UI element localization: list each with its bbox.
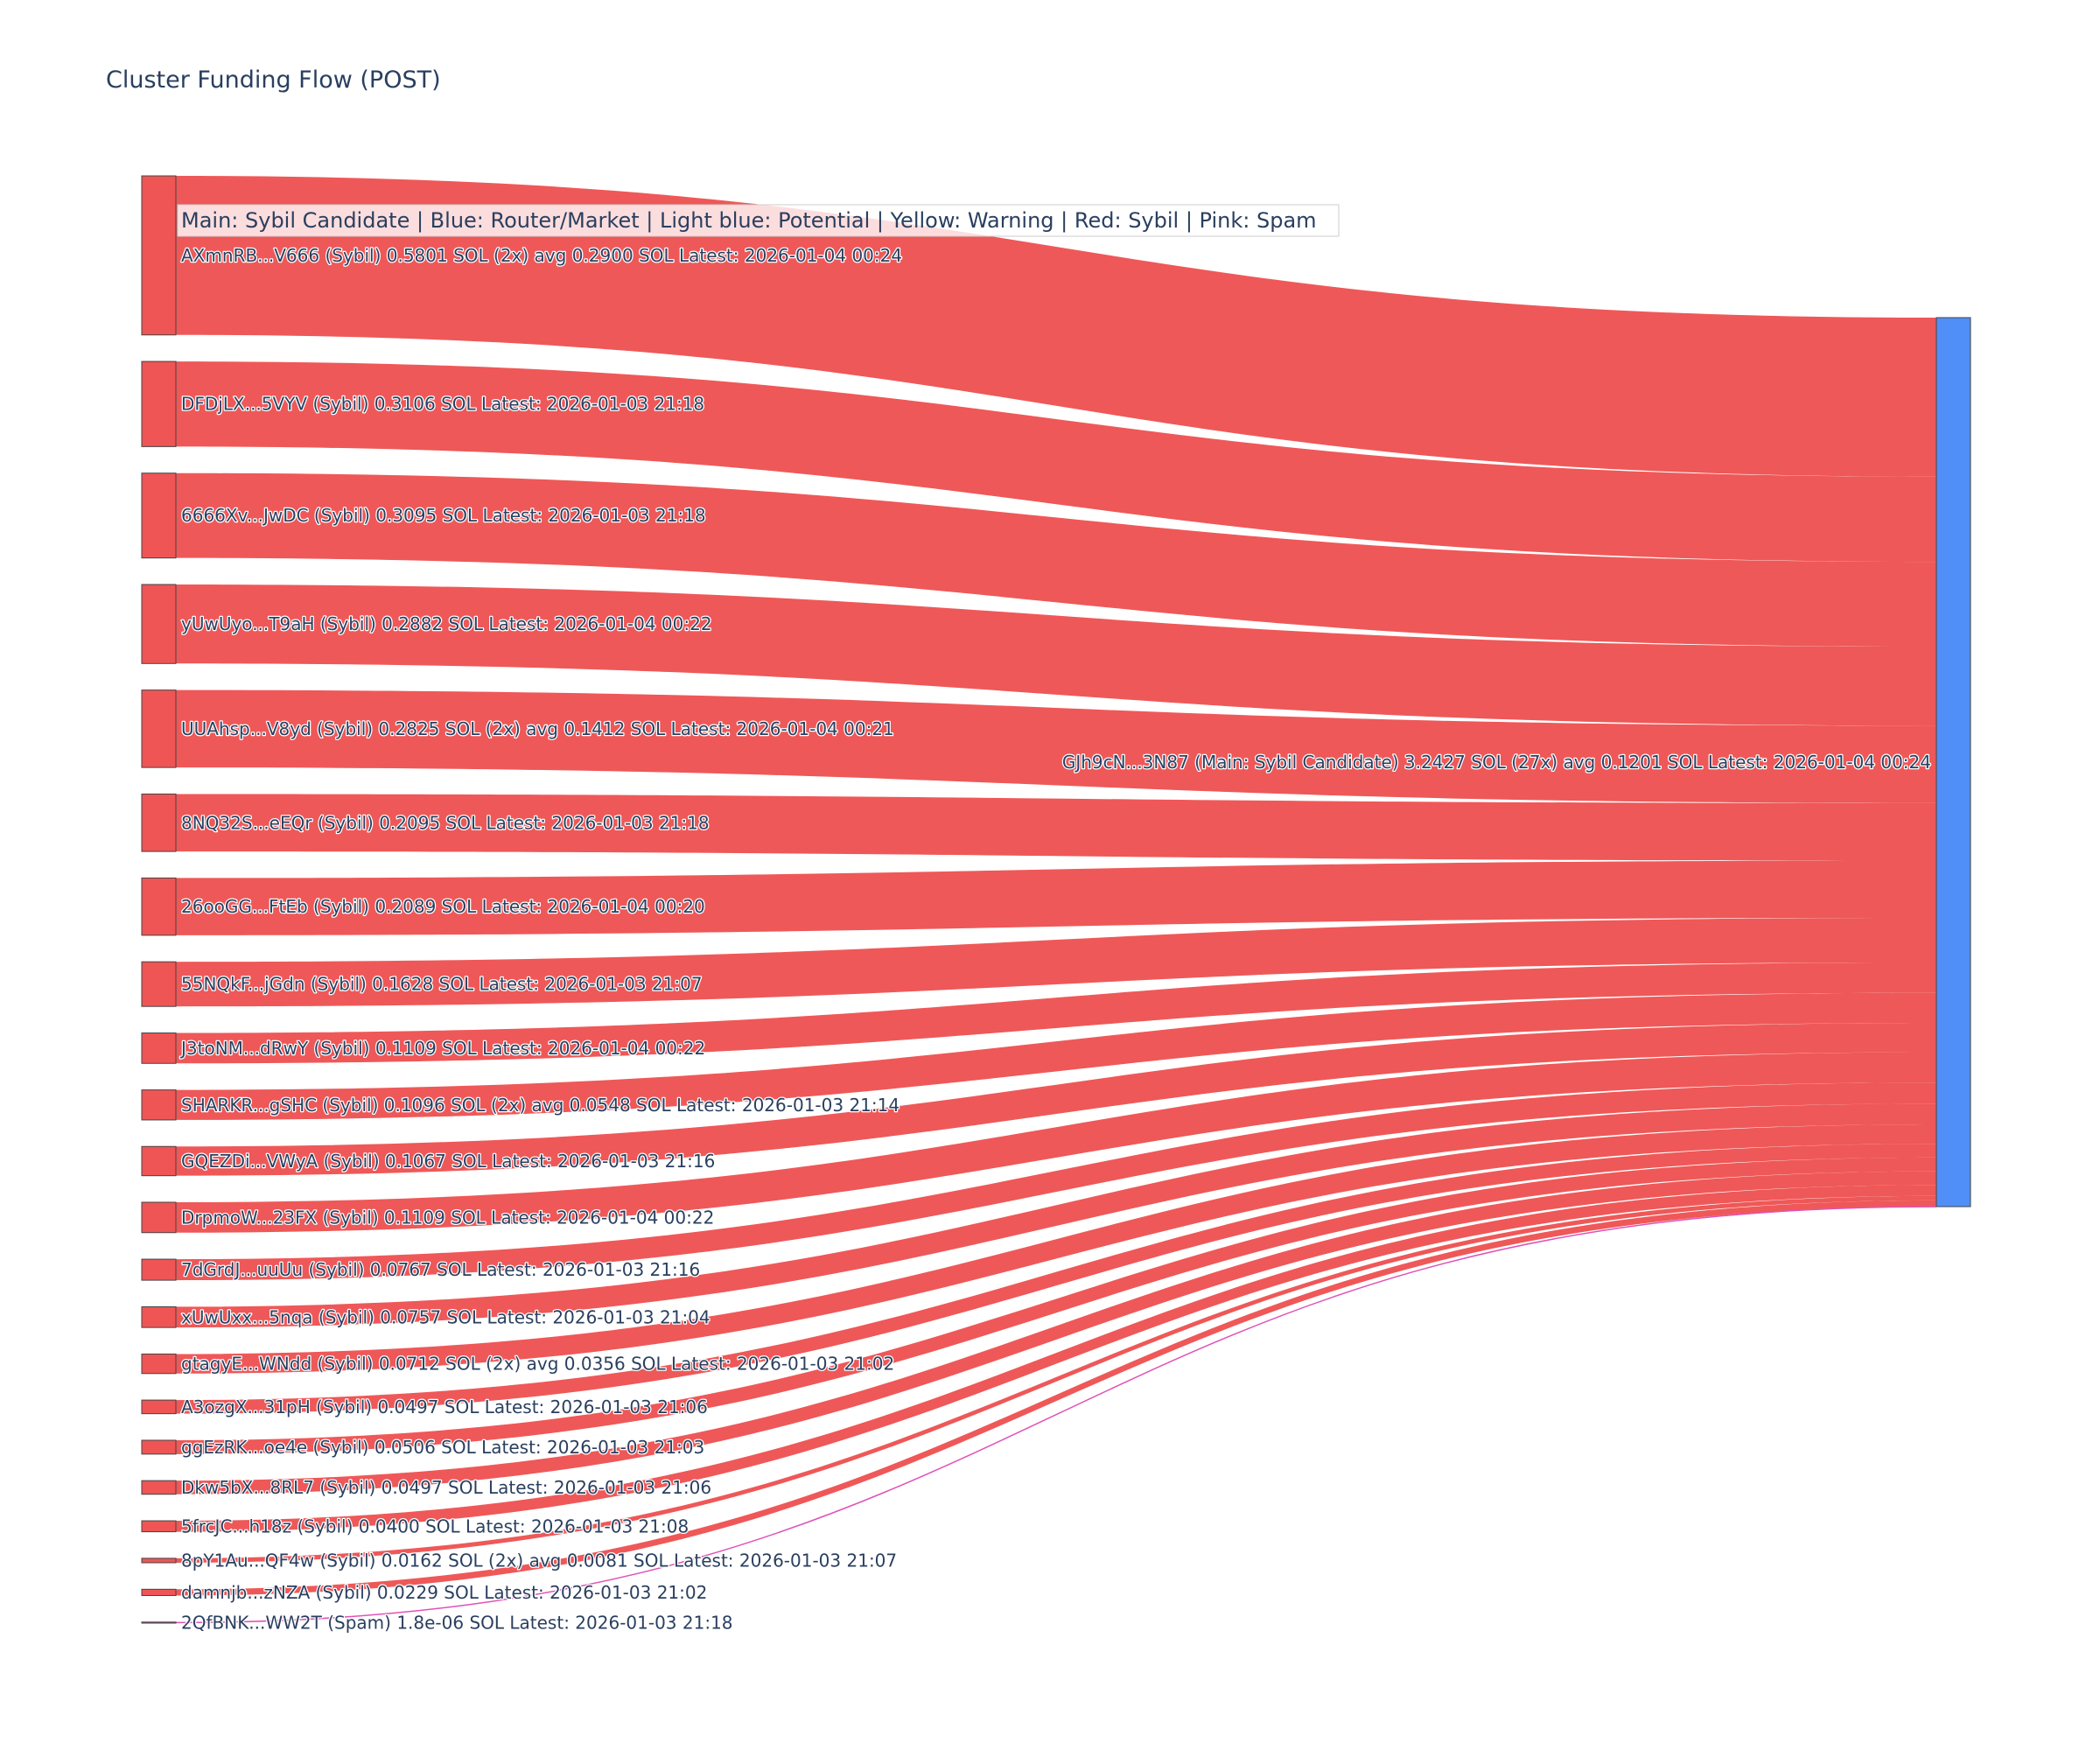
flow-link (176, 472, 1936, 648)
source-node[interactable] (141, 472, 177, 559)
source-node[interactable] (141, 1588, 177, 1596)
source-node[interactable] (141, 1353, 177, 1375)
flow-link (176, 361, 1936, 563)
source-node-label: 7dGrdJ...uuUu (Sybil) 0.0767 SOL Latest:… (181, 1259, 700, 1280)
flow-links (175, 176, 1937, 1624)
flow-link (176, 1082, 1936, 1281)
chart-title: Cluster Funding Flow (POST) (106, 66, 441, 94)
flow-link (176, 1200, 1936, 1596)
source-node[interactable] (141, 1089, 177, 1121)
legend-text: Main: Sybil Candidate | Blue: Router/Mar… (181, 208, 1317, 233)
flow-link (176, 584, 1936, 726)
source-node[interactable] (141, 1621, 177, 1624)
flow-link (176, 1171, 1936, 1494)
source-node-label: GQEZDi...VWyA (Sybil) 0.1067 SOL Latest:… (181, 1151, 715, 1172)
flow-link (176, 1144, 1936, 1414)
source-node[interactable] (141, 1145, 177, 1177)
flow-link (176, 1195, 1936, 1563)
legend-box (177, 204, 1340, 237)
source-node[interactable] (141, 1258, 177, 1281)
flow-link (176, 1124, 1936, 1374)
flow-link (176, 860, 1936, 935)
flow-link (176, 1052, 1936, 1233)
source-node[interactable] (141, 1558, 177, 1564)
source-nodes (141, 175, 177, 1624)
flow-link (175, 1206, 1937, 1624)
source-node[interactable] (141, 1399, 177, 1415)
source-node[interactable] (141, 961, 177, 1007)
flow-link (176, 917, 1936, 1007)
source-node-label: UUAhsp...V8yd (Sybil) 0.2825 SOL (2x) av… (181, 718, 894, 739)
node-labels: AXmnRB...V666 (Sybil) 0.5801 SOL (2x) av… (178, 244, 904, 1634)
source-node[interactable] (141, 1480, 177, 1495)
flow-link (176, 690, 1936, 803)
source-node-label: 6666Xv...JwDC (Sybil) 0.3095 SOL Latest:… (181, 505, 706, 526)
source-node-label: 55NQkF...jGdn (Sybil) 0.1628 SOL Latest:… (181, 974, 703, 995)
source-node[interactable] (141, 1520, 177, 1533)
source-node-label: Dkw5bX...8RL7 (Sybil) 0.0497 SOL Latest:… (181, 1477, 711, 1498)
source-node-label: damnjb...zNZA (Sybil) 0.0229 SOL Latest:… (181, 1582, 707, 1603)
flow-link (176, 1023, 1936, 1176)
flow-link (176, 1185, 1936, 1532)
flow-link (176, 992, 1936, 1120)
source-node[interactable] (141, 360, 177, 447)
legend-annotation: Main: Sybil Candidate | Blue: Router/Mar… (177, 204, 1340, 237)
source-node-label: 2QfBNK...WW2T (Spam) 1.8e-06 SOL Latest:… (181, 1612, 733, 1633)
source-node[interactable] (141, 1201, 177, 1234)
flow-link (176, 794, 1936, 861)
target-node-group: GJh9cN...3N87 (Main: Sybil Candidate) 3.… (1061, 317, 1971, 1208)
source-node-label: DrpmoW...23FX (Sybil) 0.1109 SOL Latest:… (181, 1207, 714, 1228)
source-node-label: 26ooGG...FtEb (Sybil) 0.2089 SOL Latest:… (181, 896, 705, 917)
source-node[interactable] (141, 1306, 177, 1328)
source-node-label: A3ozgX...31pH (Sybil) 0.0497 SOL Latest:… (181, 1396, 708, 1418)
source-node[interactable] (141, 690, 177, 768)
source-node-label: gtagyE...WNdd (Sybil) 0.0712 SOL (2x) av… (181, 1354, 894, 1375)
source-node[interactable] (141, 793, 177, 852)
flow-link (176, 962, 1936, 1064)
target-node-label: GJh9cN...3N87 (Main: Sybil Candidate) 3.… (1062, 752, 1931, 773)
source-node[interactable] (141, 1439, 177, 1455)
flow-link (176, 1103, 1936, 1328)
flow-link (176, 1157, 1936, 1454)
source-node-label: yUwUyo...T9aH (Sybil) 0.2882 SOL Latest:… (181, 613, 712, 634)
source-node-label: xUwUxx...5nqa (Sybil) 0.0757 SOL Latest:… (181, 1306, 710, 1327)
source-node[interactable] (141, 584, 177, 664)
source-node-label: 8NQ32S...eEQr (Sybil) 0.2095 SOL Latest:… (181, 812, 710, 833)
target-node[interactable] (1936, 317, 1971, 1208)
source-node-label: AXmnRB...V666 (Sybil) 0.5801 SOL (2x) av… (181, 245, 902, 266)
source-node-label: DFDjLX...5VYV (Sybil) 0.3106 SOL Latest:… (181, 394, 704, 415)
source-node[interactable] (141, 877, 177, 936)
source-node-label: SHARKR...gSHC (Sybil) 0.1096 SOL (2x) av… (181, 1095, 900, 1116)
source-node-label: ggEzRK...oe4e (Sybil) 0.0506 SOL Latest:… (181, 1437, 704, 1458)
source-node[interactable] (141, 175, 177, 336)
source-node[interactable] (141, 1032, 177, 1064)
source-node-label: 5frcJC...h18z (Sybil) 0.0400 SOL Latest:… (181, 1516, 689, 1536)
flow-link (176, 176, 1936, 477)
source-node-label: 8pY1Au...QF4w (Sybil) 0.0162 SOL (2x) av… (181, 1550, 897, 1571)
source-node-label: J3toNM...dRwY (Sybil) 0.1109 SOL Latest:… (179, 1038, 705, 1059)
